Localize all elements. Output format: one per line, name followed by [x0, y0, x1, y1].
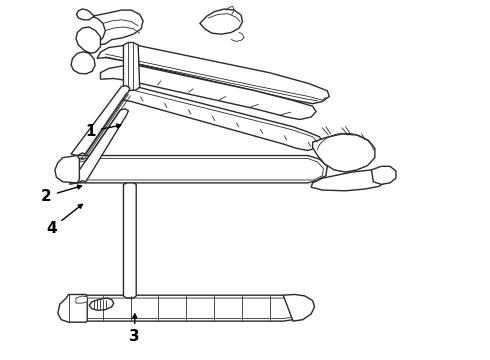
Polygon shape — [76, 296, 87, 303]
Polygon shape — [71, 86, 130, 156]
Text: 1: 1 — [85, 124, 121, 139]
Polygon shape — [76, 27, 100, 53]
Polygon shape — [70, 109, 128, 184]
Polygon shape — [100, 65, 316, 120]
Polygon shape — [123, 42, 140, 91]
Text: 3: 3 — [129, 314, 140, 344]
Polygon shape — [371, 166, 396, 184]
Polygon shape — [311, 170, 388, 191]
Polygon shape — [283, 294, 315, 321]
Polygon shape — [55, 156, 79, 183]
Polygon shape — [71, 52, 95, 74]
Polygon shape — [200, 9, 243, 34]
Polygon shape — [122, 87, 322, 150]
Polygon shape — [313, 134, 375, 172]
Polygon shape — [58, 294, 87, 322]
Polygon shape — [123, 183, 136, 298]
Polygon shape — [66, 295, 303, 321]
Polygon shape — [92, 10, 143, 45]
Polygon shape — [97, 45, 329, 104]
Polygon shape — [59, 156, 327, 183]
Text: 4: 4 — [46, 204, 82, 236]
Polygon shape — [89, 298, 114, 310]
Text: 2: 2 — [41, 185, 82, 204]
Polygon shape — [76, 9, 94, 20]
